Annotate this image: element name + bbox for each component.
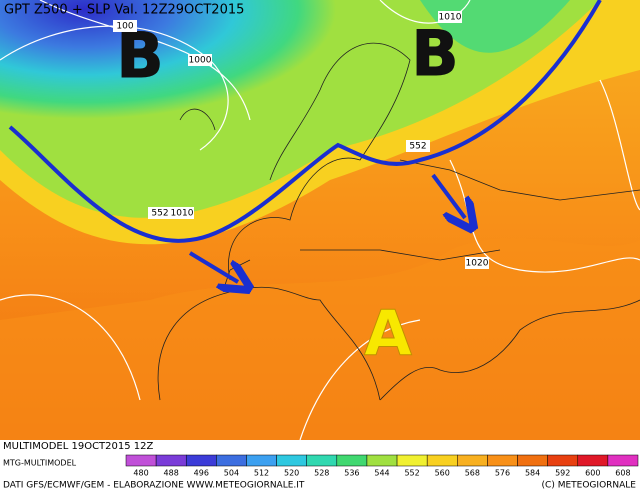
scale-label: 480	[133, 469, 148, 478]
scale-label: 496	[194, 469, 209, 478]
scale-label: 504	[224, 469, 239, 478]
scale-label: 608	[615, 469, 630, 478]
pressure-center-label: B	[411, 17, 458, 90]
copyright: (C) METEOGIORNALE	[542, 481, 637, 491]
scale-swatch	[155, 454, 187, 467]
scale-swatch	[517, 454, 548, 467]
contour-label: 1010	[171, 209, 194, 219]
scale-swatch	[366, 454, 398, 467]
contour-label: 1020	[466, 259, 489, 269]
flow-arrow	[431, 173, 465, 218]
scale-swatch	[426, 454, 458, 467]
scale-label: 584	[525, 469, 540, 478]
trough-line	[8, 0, 602, 243]
south-zone	[0, 238, 640, 440]
scale-swatch	[246, 454, 277, 467]
scale-swatch	[577, 454, 609, 467]
scale-label: 568	[465, 469, 480, 478]
contour-label-box	[188, 54, 212, 66]
scale-label: 528	[314, 469, 329, 478]
scale-swatch	[306, 454, 338, 467]
scale-swatch	[457, 454, 488, 467]
scale-swatch	[125, 454, 157, 467]
contour-label-box	[113, 20, 137, 32]
scale-label: 600	[585, 469, 600, 478]
flow-arrow	[188, 251, 238, 282]
contour-label-box	[406, 140, 430, 152]
scale-swatch	[487, 454, 518, 467]
run-info: MULTIMODEL 19OCT2015 12Z	[3, 441, 154, 452]
scale-swatch	[607, 454, 639, 467]
contour-label: 100	[116, 22, 133, 32]
contour-label-box	[148, 207, 172, 219]
contour-label-box	[438, 11, 462, 23]
scale-label: 552	[404, 469, 419, 478]
contour-label-box	[170, 207, 194, 219]
scale-label: 592	[555, 469, 570, 478]
scale-label: 576	[495, 469, 510, 478]
scale-label: 536	[344, 469, 359, 478]
source-info: DATI GFS/ECMWF/GEM - ELABORAZIONE WWW.ME…	[3, 481, 305, 491]
contour-label: 1000	[189, 56, 212, 66]
scale-swatch	[396, 454, 428, 467]
scale-swatch	[216, 454, 247, 467]
contour-label: 552	[409, 142, 426, 152]
contour-label-box	[465, 257, 489, 269]
scale-label: 488	[164, 469, 179, 478]
scale-swatch	[336, 454, 368, 467]
scale-label: 520	[284, 469, 299, 478]
pressure-center-label: A	[364, 297, 412, 370]
scale-label: 512	[254, 469, 269, 478]
model-info: MTG-MULTIMODEL	[3, 459, 77, 468]
trough-zone	[0, 0, 420, 183]
map-title: GPT Z500 + SLP Val. 12Z29OCT2015	[4, 3, 244, 18]
contour-label: 552	[151, 209, 168, 219]
scale-label: 544	[374, 469, 389, 478]
scale-swatch	[185, 454, 217, 467]
contour-label: 1010	[439, 13, 462, 23]
scale-label: 560	[435, 469, 450, 478]
scale-swatch	[547, 454, 579, 467]
coastlines	[157, 42, 640, 401]
footer-background	[0, 440, 640, 493]
scale-swatch	[276, 454, 307, 467]
